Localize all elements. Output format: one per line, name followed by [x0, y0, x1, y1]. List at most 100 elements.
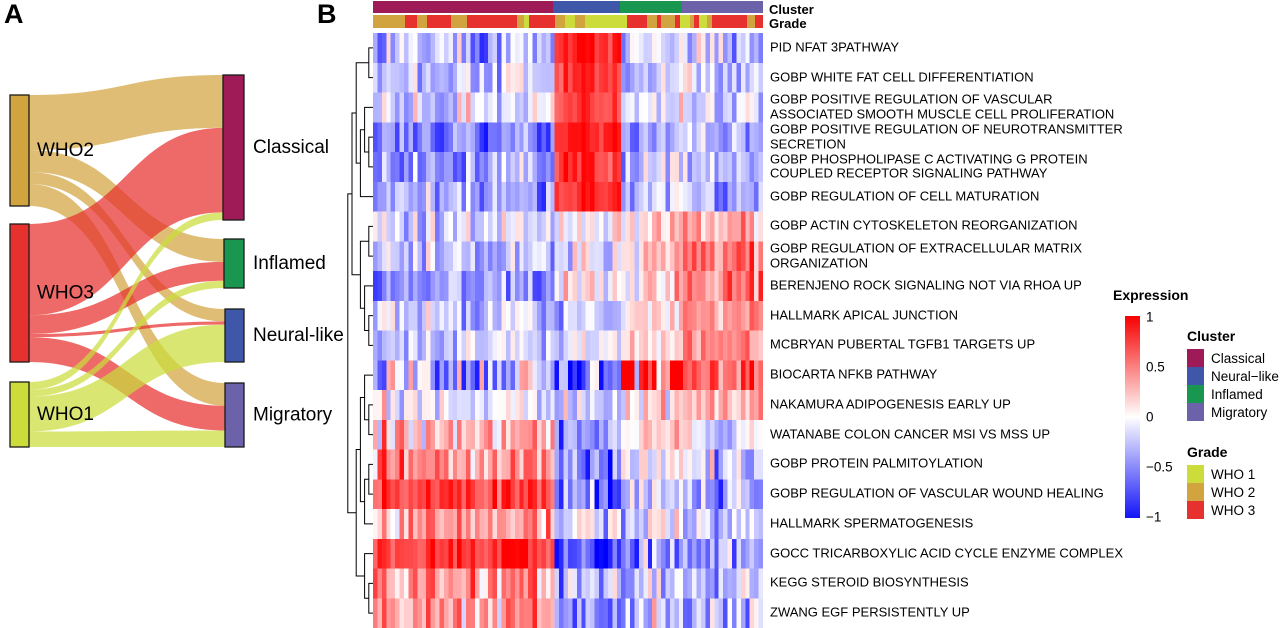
row-dendrogram [347, 47, 373, 614]
heatmap-cell [576, 33, 582, 64]
heatmap-cell [461, 300, 467, 331]
heatmap-cell [594, 538, 600, 569]
heatmap-cell [607, 241, 613, 272]
heatmap-cell [554, 479, 560, 510]
heatmap-cell [568, 300, 573, 331]
heatmap-cell [466, 419, 471, 450]
heatmap-cell [381, 330, 387, 361]
heatmap-cell [634, 241, 640, 272]
heatmap-cell [457, 300, 462, 331]
heatmap-cell [457, 419, 462, 450]
heatmap-cell [599, 241, 604, 272]
heatmap-cell [594, 92, 600, 123]
heatmap-cell [630, 479, 635, 510]
heatmap-cell [492, 241, 498, 272]
heatmap-cell [678, 390, 684, 421]
heatmap-cell [412, 509, 418, 540]
heatmap-cell [581, 211, 587, 242]
heatmap-cell [656, 330, 662, 361]
heatmap-cell [612, 330, 618, 361]
heatmap-cell [736, 300, 742, 331]
heatmap-cell [373, 181, 378, 212]
heatmap-cell [683, 300, 689, 331]
heatmap-cell [399, 568, 405, 599]
heatmap-cell [731, 92, 737, 123]
heatmap-cell [625, 479, 631, 510]
heatmap-cell [439, 330, 445, 361]
heatmap-cell [692, 152, 697, 183]
heatmap-cell [390, 33, 396, 64]
heatmap-cell [377, 92, 383, 123]
heatmap-cell [590, 390, 595, 421]
heatmap-cell [550, 419, 556, 450]
heatmap-cell [474, 271, 480, 302]
expression-legend-title: Expression [1113, 287, 1189, 303]
heatmap-cell [470, 122, 476, 153]
heatmap-cell [652, 538, 657, 569]
heatmap-cell [594, 181, 600, 212]
heatmap-cell [705, 62, 711, 93]
heatmap-cell [731, 598, 737, 628]
heatmap-cell [519, 211, 525, 242]
heatmap-cell [474, 241, 480, 272]
heatmap-cell [625, 449, 631, 480]
heatmap-cell [568, 390, 573, 421]
heatmap-cell [554, 598, 560, 628]
heatmap-cell [616, 181, 622, 212]
heatmap-cell [678, 152, 684, 183]
heatmap-cell [576, 152, 582, 183]
heatmap-cell [430, 33, 436, 64]
heatmap-cell [758, 271, 763, 302]
heatmap-cell [399, 181, 405, 212]
heatmap-cell [483, 330, 489, 361]
grade-bar-segment [373, 15, 405, 28]
heatmap-cell [652, 419, 657, 450]
heatmap-cell [408, 568, 414, 599]
sankey-node-label: Migratory [253, 405, 333, 426]
heatmap-cell [736, 509, 742, 540]
heatmap-cell [399, 330, 405, 361]
heatmap-cell [554, 449, 560, 480]
heatmap-cell [399, 211, 405, 242]
heatmap-cell [714, 152, 720, 183]
heatmap-cell [630, 181, 635, 212]
grade-bar-segment [517, 15, 524, 28]
heatmap-cell [758, 419, 763, 450]
heatmap-cell [754, 538, 759, 569]
heatmap-cell [488, 241, 494, 272]
heatmap-cell [568, 181, 573, 212]
heatmap-cell [731, 538, 737, 569]
heatmap-cell [687, 479, 693, 510]
heatmap-cell [532, 479, 538, 510]
heatmap-cell [603, 241, 609, 272]
heatmap-cell [492, 509, 498, 540]
heatmap-cell [683, 152, 689, 183]
heatmap-cell [457, 360, 462, 391]
heatmap-cell [705, 211, 711, 242]
heatmap-cell [612, 33, 618, 64]
heatmap-cell [736, 538, 742, 569]
heatmap-cell [661, 509, 666, 540]
heatmap-cell [541, 271, 547, 302]
heatmap-cell [705, 33, 711, 64]
heatmap-cell [488, 92, 494, 123]
heatmap-cell [439, 271, 445, 302]
heatmap-cell [590, 568, 595, 599]
heatmap-cell [749, 360, 755, 391]
heatmap-cell [625, 509, 631, 540]
heatmap-cell [568, 271, 573, 302]
heatmap-cell [625, 360, 631, 391]
heatmap-cell [439, 538, 445, 569]
heatmap-cell [408, 419, 414, 450]
heatmap-row-label: GOBP POSITIVE REGULATION OF VASCULAR ASS… [770, 91, 1115, 122]
heatmap-cell [412, 300, 418, 331]
heatmap-cell [696, 33, 702, 64]
heatmap-cell [474, 330, 480, 361]
panel-b-label: B [317, 0, 337, 29]
heatmap-cell [479, 62, 485, 93]
heatmap-cell [758, 33, 763, 64]
heatmap-cell [381, 479, 387, 510]
heatmap-cell [749, 390, 755, 421]
heatmap-cell [528, 92, 533, 123]
heatmap-cell [536, 538, 542, 569]
